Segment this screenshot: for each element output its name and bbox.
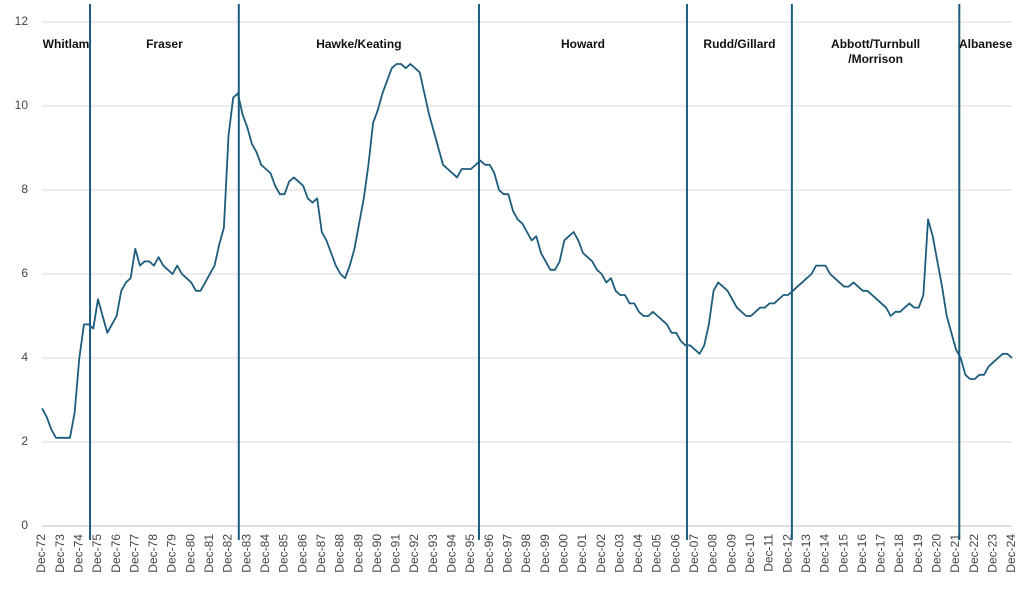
x-tick-label: Dec-07 (687, 534, 701, 573)
x-tick-label: Dec-94 (445, 534, 459, 573)
x-tick-label: Dec-87 (314, 534, 328, 573)
x-tick-label: Dec-21 (948, 534, 962, 573)
x-tick-label: Dec-24 (1004, 534, 1018, 573)
x-tick-label: Dec-22 (967, 534, 981, 573)
x-tick-label: Dec-73 (53, 534, 67, 573)
x-tick-label: Dec-93 (426, 534, 440, 573)
x-tick-label: Dec-84 (258, 534, 272, 573)
x-tick-label: Dec-09 (724, 534, 738, 573)
period-label: Rudd/Gillard (703, 37, 775, 51)
x-tick-label: Dec-86 (295, 534, 309, 573)
x-tick-label: Dec-11 (762, 534, 776, 572)
x-tick-label: Dec-90 (370, 534, 384, 573)
x-tick-label: Dec-82 (221, 534, 235, 573)
x-tick-label: Dec-77 (127, 534, 141, 573)
period-label: Abbott/Turnbull (831, 37, 920, 51)
x-tick-label: Dec-14 (818, 534, 832, 573)
period-label: /Morrison (848, 52, 903, 66)
y-tick-label: 6 (21, 266, 28, 280)
period-label: Fraser (146, 37, 183, 51)
y-tick-label: 10 (15, 98, 29, 112)
y-tick-label: 4 (21, 350, 28, 364)
period-label: Hawke/Keating (316, 37, 401, 51)
x-tick-label: Dec-98 (519, 534, 533, 573)
x-tick-label: Dec-99 (538, 534, 552, 573)
y-tick-label: 2 (21, 434, 28, 448)
y-tick-label: 0 (21, 518, 28, 532)
x-tick-label: Dec-92 (407, 534, 421, 573)
x-tick-label: Dec-04 (631, 534, 645, 573)
x-tick-label: Dec-96 (482, 534, 496, 573)
x-tick-label: Dec-83 (239, 534, 253, 573)
line-series (41, 63, 1013, 439)
x-tick-label: Dec-15 (836, 534, 850, 573)
x-tick-label: Dec-19 (911, 534, 925, 573)
x-tick-label: Dec-74 (71, 534, 85, 573)
x-tick-label: Dec-88 (333, 534, 347, 573)
x-tick-label: Dec-78 (146, 534, 160, 573)
x-tick-label: Dec-95 (463, 534, 477, 573)
x-tick-label: Dec-79 (165, 534, 179, 573)
x-tick-label: Dec-02 (594, 534, 608, 573)
x-tick-label: Dec-91 (389, 534, 403, 573)
x-tick-label: Dec-03 (612, 534, 626, 573)
period-label: Whitlam (43, 37, 90, 51)
period-label: Albanese (959, 37, 1013, 51)
x-tick-label: Dec-18 (892, 534, 906, 573)
x-tick-label: Dec-97 (501, 534, 515, 573)
x-tick-label: Dec-23 (986, 534, 1000, 573)
x-tick-label: Dec-12 (780, 534, 794, 573)
x-tick-label: Dec-05 (650, 534, 664, 573)
x-tick-label: Dec-85 (277, 534, 291, 573)
x-tick-label: Dec-00 (556, 534, 570, 573)
x-tick-label: Dec-20 (930, 534, 944, 573)
x-tick-label: Dec-01 (575, 534, 589, 573)
x-tick-label: Dec-06 (668, 534, 682, 573)
x-tick-label: Dec-10 (743, 534, 757, 573)
x-tick-label: Dec-89 (351, 534, 365, 573)
x-tick-label: Dec-17 (874, 534, 888, 573)
x-tick-label: Dec-72 (34, 534, 48, 573)
y-tick-label: 8 (21, 182, 28, 196)
x-tick-label: Dec-75 (90, 534, 104, 573)
x-tick-label: Dec-80 (183, 534, 197, 573)
x-tick-label: Dec-81 (202, 534, 216, 573)
y-tick-label: 12 (15, 14, 29, 28)
x-tick-label: Dec-16 (855, 534, 869, 573)
x-tick-label: Dec-13 (799, 534, 813, 573)
x-tick-label: Dec-08 (706, 534, 720, 573)
period-label: Howard (561, 37, 605, 51)
x-tick-label: Dec-76 (109, 534, 123, 573)
